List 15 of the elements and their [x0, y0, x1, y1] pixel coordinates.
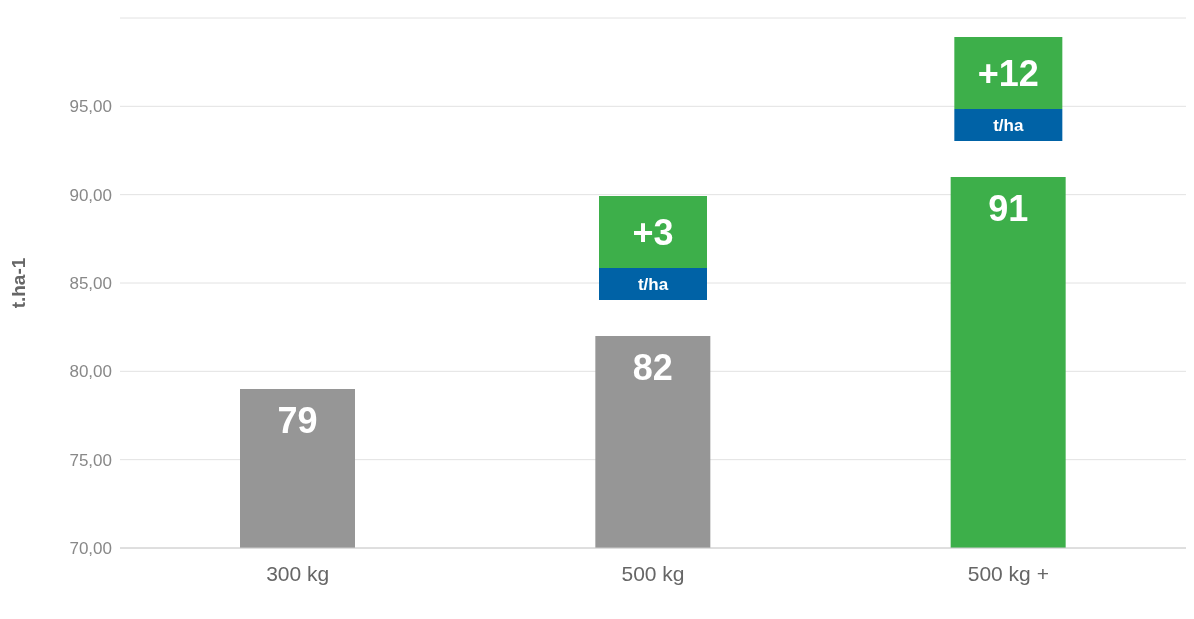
x-tick-label: 300 kg — [266, 561, 330, 585]
y-tick-label: 95,00 — [69, 97, 112, 117]
y-axis-title: t.ha-1 — [7, 257, 29, 309]
x-tick-label: 500 kg — [621, 561, 685, 585]
annotation: +3 t/ha — [632, 212, 674, 294]
y-tick-label: 90,00 — [69, 185, 112, 205]
data-label: 79 — [277, 400, 318, 441]
y-tick-label: 75,00 — [69, 450, 112, 470]
data-label: 91 — [988, 188, 1029, 229]
y-tick-label: 80,00 — [69, 362, 112, 382]
y-tick-label: 85,00 — [69, 274, 112, 294]
data-label: 82 — [632, 347, 673, 388]
x-tick-label: 500 kg + — [967, 561, 1049, 585]
y-tick-label: 70,00 — [69, 539, 112, 559]
annotation: +12 t/ha — [977, 53, 1039, 135]
